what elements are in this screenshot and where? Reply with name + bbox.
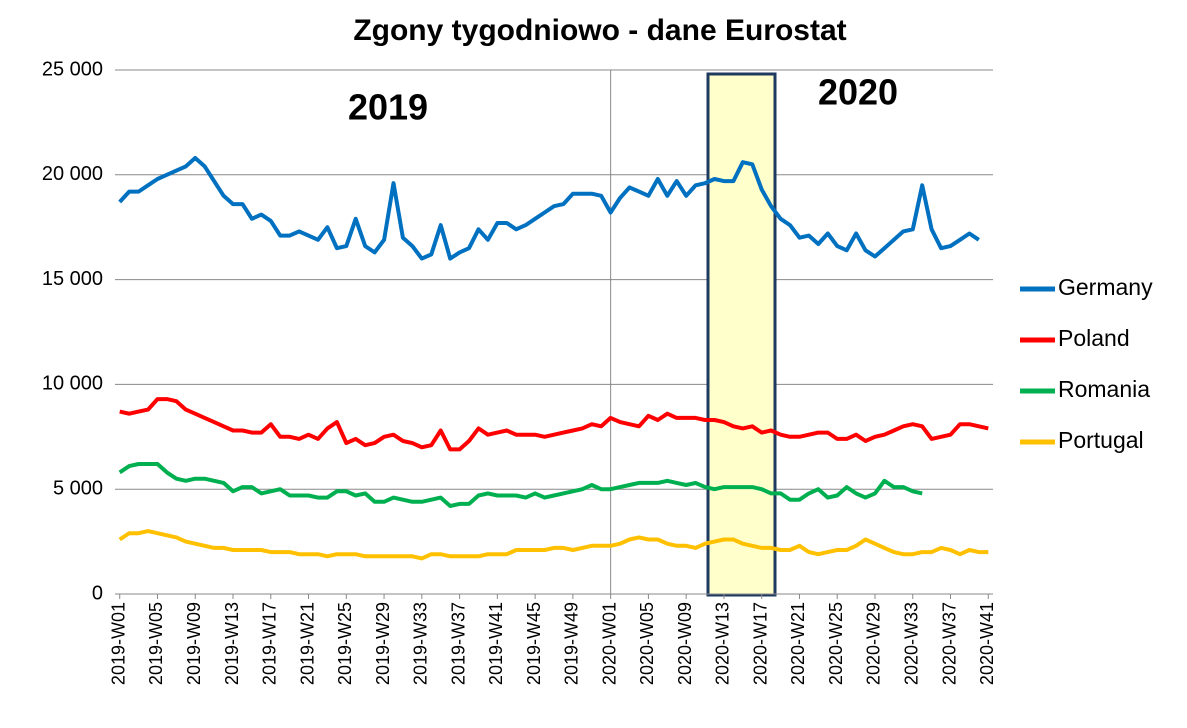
year-annotation: 2020 [818, 72, 898, 113]
x-tick-label: 2020-W17 [750, 602, 770, 685]
series-line [118, 462, 923, 508]
legend-label: Poland [1058, 325, 1130, 351]
x-tick-label: 2020-W05 [637, 602, 657, 685]
series-line [119, 397, 989, 452]
y-tick-label: 0 [92, 582, 103, 604]
x-tick-label: 2020-W09 [675, 602, 695, 685]
x-tick-label: 2020-W37 [939, 602, 959, 685]
legend-label: Portugal [1058, 427, 1144, 453]
y-tick-label: 15 000 [42, 268, 103, 290]
chart-title: Zgony tygodniowo - dane Eurostat [353, 14, 846, 47]
highlight-box [706, 72, 777, 597]
series-line [118, 156, 980, 261]
x-tick-label: 2019-W05 [146, 602, 166, 685]
x-tick-label: 2020-W21 [788, 602, 808, 685]
x-tick-label: 2019-W01 [108, 602, 128, 685]
y-tick-label: 20 000 [42, 163, 103, 185]
x-tick-label: 2019-W45 [524, 602, 544, 685]
x-tick-label: 2020-W41 [977, 602, 997, 685]
x-tick-label: 2019-W17 [260, 602, 280, 685]
x-tick-label: 2019-W29 [373, 602, 393, 685]
y-tick-label: 5 000 [53, 477, 103, 499]
x-tick-label: 2020-W25 [826, 602, 846, 685]
x-tick-label: 2020-W01 [599, 602, 619, 685]
series-line [118, 529, 989, 561]
x-tick-label: 2019-W13 [222, 602, 242, 685]
x-tick-label: 2020-W33 [902, 602, 922, 685]
x-tick-label: 2019-W33 [411, 602, 431, 685]
year-annotation: 2019 [348, 87, 428, 128]
legend-label: Romania [1058, 376, 1150, 402]
x-tick-label: 2019-W37 [448, 602, 468, 685]
legend-label: Germany [1058, 274, 1153, 300]
x-tick-label: 2020-W13 [713, 602, 733, 685]
x-tick-label: 2020-W29 [864, 602, 884, 685]
x-tick-label: 2019-W21 [297, 602, 317, 685]
x-tick-label: 2019-W49 [562, 602, 582, 685]
x-tick-label: 2019-W25 [335, 602, 355, 685]
y-tick-label: 10 000 [42, 373, 103, 395]
x-tick-label: 2019-W41 [486, 602, 506, 685]
x-tick-label: 2019-W09 [184, 602, 204, 685]
y-tick-label: 25 000 [42, 58, 103, 80]
